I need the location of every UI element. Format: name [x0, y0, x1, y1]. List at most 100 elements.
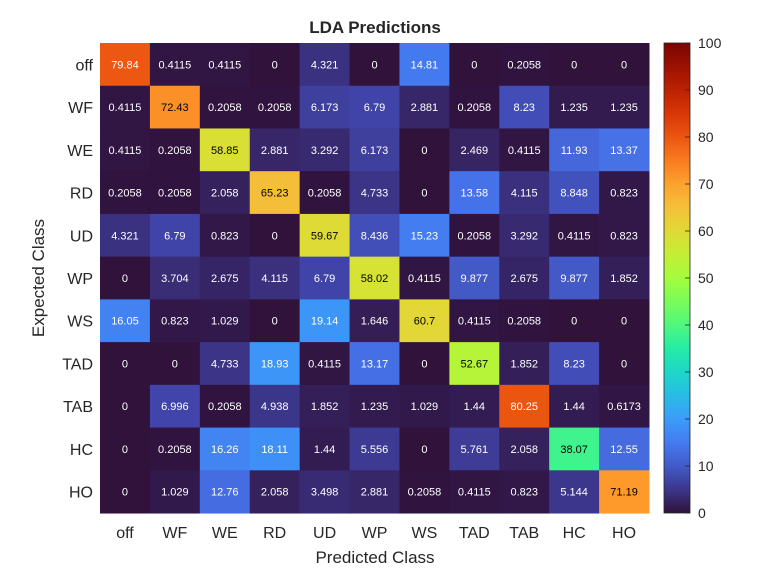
cell-value-label: 6.173	[361, 145, 389, 157]
heatmap-cell	[199, 427, 251, 471]
y-tick-label: off	[76, 57, 94, 74]
cell-value-label: 0.4115	[158, 59, 191, 71]
cell-value-label: 0.6173	[607, 401, 641, 413]
colorbar-tick-label: 60	[698, 223, 714, 239]
x-tick-label: TAB	[509, 525, 539, 542]
heatmap-cell	[199, 470, 251, 514]
y-tick-label: TAD	[62, 356, 93, 373]
cell-value-label: 5.556	[361, 444, 389, 456]
cell-value-label: 0	[471, 59, 477, 71]
heatmap-cell	[399, 128, 450, 172]
cell-value-label: 58.85	[211, 145, 239, 157]
heatmap-cell	[549, 299, 600, 343]
heatmap-cell	[149, 384, 201, 429]
heatmap-cell	[549, 213, 600, 258]
x-tick-label: HC	[563, 525, 586, 542]
x-tick-label: WS	[412, 525, 438, 542]
cell-value-label: 8.848	[560, 188, 588, 200]
heatmap-cell	[449, 171, 500, 215]
cell-value-label: 3.704	[161, 273, 189, 285]
cell-value-label: 0	[571, 59, 577, 71]
cell-value-label: 6.996	[161, 401, 189, 413]
cell-value-label: 0	[122, 487, 128, 499]
heatmap-cell	[249, 256, 301, 300]
x-tick-label: RD	[263, 525, 286, 542]
colorbar-tick-label: 100	[698, 35, 722, 51]
cell-value-label: 8.23	[563, 358, 584, 370]
heatmap-cell	[100, 299, 151, 343]
heatmap-cell	[249, 342, 301, 386]
x-tick-label: WP	[362, 525, 388, 542]
heatmap-cell	[249, 299, 301, 343]
heatmap-cell	[549, 128, 600, 172]
cell-value-label: 0	[272, 230, 278, 242]
heatmap-cell	[549, 427, 600, 471]
heatmap-cell	[299, 256, 351, 300]
cell-value-label: 0	[421, 358, 427, 370]
cell-value-label: 0	[272, 316, 278, 328]
heatmap-cell	[299, 384, 351, 429]
heatmap-cell	[199, 213, 251, 258]
colorbar-tick-label: 90	[698, 82, 714, 98]
cell-value-label: 4.733	[361, 188, 389, 200]
x-tick-label: TAD	[459, 525, 490, 542]
cell-value-label: 2.469	[461, 145, 489, 157]
heatmap-cell	[149, 299, 201, 343]
cell-value-label: 0.2058	[208, 401, 242, 413]
cell-value-label: 0.2058	[457, 230, 491, 242]
heatmap-cell	[100, 43, 151, 87]
heatmap-cell	[349, 43, 400, 87]
cell-value-label: 2.881	[361, 487, 389, 499]
heatmap-cell	[100, 85, 151, 129]
heatmap-cell	[100, 342, 151, 386]
cell-value-label: 59.67	[311, 230, 339, 242]
heatmap-cell	[349, 213, 400, 258]
cell-value-label: 0	[621, 59, 627, 71]
cell-value-label: 58.02	[361, 273, 389, 285]
colorbar-tick-label: 40	[698, 317, 714, 333]
heatmap-cell	[599, 342, 650, 386]
heatmap-cell	[499, 384, 550, 429]
cell-value-label: 65.23	[261, 188, 289, 200]
cell-value-label: 0.823	[610, 188, 638, 200]
cell-value-label: 1.646	[361, 316, 389, 328]
cell-value-label: 15.23	[411, 230, 439, 242]
cell-value-label: 0.4115	[308, 358, 341, 370]
heatmap-cell	[399, 171, 450, 215]
heatmap-cell	[349, 128, 400, 172]
heatmap-cell	[199, 43, 251, 87]
cell-value-label: 4.938	[261, 401, 289, 413]
cell-value-label: 1.44	[314, 444, 335, 456]
heatmap-cell	[399, 384, 450, 429]
cell-value-label: 5.144	[560, 487, 588, 499]
heatmap-cell	[249, 171, 301, 215]
y-tick-label: WP	[67, 271, 93, 288]
heatmap-cell	[149, 43, 201, 87]
cell-value-label: 18.11	[261, 444, 288, 456]
cell-value-label: 4.733	[211, 358, 239, 370]
heatmap-cell	[100, 128, 151, 172]
heatmap-cell	[499, 256, 550, 300]
cell-value-label: 0	[621, 316, 627, 328]
heatmap-cell	[599, 213, 650, 258]
heatmap-cell	[599, 384, 650, 429]
cell-value-label: 0.823	[211, 230, 239, 242]
cell-value-label: 16.05	[111, 316, 139, 328]
cell-value-label: 1.029	[411, 401, 439, 413]
cell-value-label: 0.4115	[458, 487, 491, 499]
cell-value-label: 0	[371, 59, 377, 71]
y-tick-label: WF	[68, 100, 93, 117]
cell-value-label: 2.058	[510, 444, 538, 456]
heatmap-cell	[599, 85, 650, 129]
heatmap-cell	[149, 470, 201, 514]
x-tick-labels: off WF WE RD UD WP WS TAD TAB HC HO	[116, 525, 636, 542]
heatmap-cell	[449, 384, 500, 429]
heatmap-cell	[100, 256, 151, 300]
cell-value-label: 13.37	[610, 145, 638, 157]
x-tick-label: WE	[212, 525, 238, 542]
cell-value-label: 0.823	[161, 316, 189, 328]
heatmap-cell	[299, 470, 351, 514]
heatmap-cell	[399, 256, 450, 300]
heatmap-cell	[449, 342, 500, 386]
cell-value-label: 1.852	[311, 401, 339, 413]
